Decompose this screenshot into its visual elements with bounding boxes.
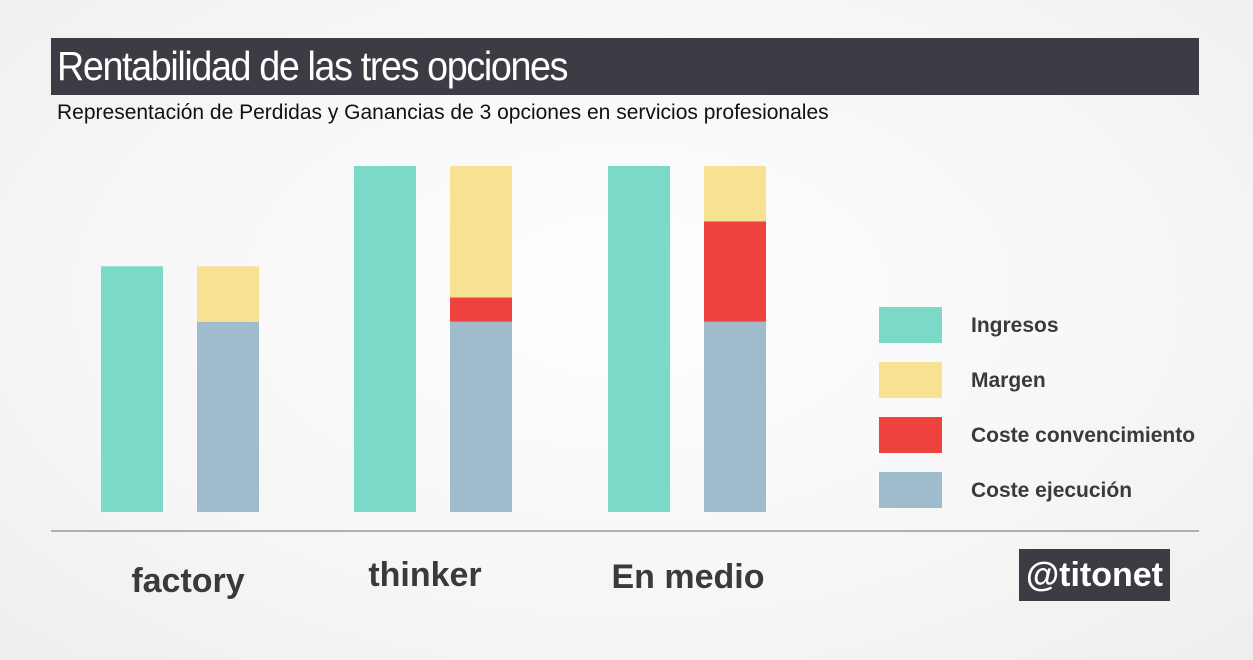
legend-swatch-coste-ejecucion — [879, 472, 942, 508]
bar-margen-en-medio — [704, 166, 766, 222]
bar-margen-factory — [197, 266, 259, 322]
bar-coste-ejecucion-factory — [197, 321, 259, 512]
legend-swatch-ingresos — [879, 307, 942, 343]
category-label-factory: factory — [131, 562, 244, 600]
bar-ingresos-en-medio — [608, 166, 670, 512]
title-bar: Rentabilidad de las tres opciones — [51, 38, 1199, 95]
bar-coste-ejecucion-en-medio — [704, 321, 766, 512]
legend-label-margen: Margen — [971, 369, 1046, 392]
bar-margen-thinker — [450, 166, 512, 298]
category-label-en-medio: En medio — [611, 558, 764, 596]
legend-swatch-margen — [879, 362, 942, 398]
legend-swatch-coste-convencimiento — [879, 417, 942, 453]
legend-label-ingresos: Ingresos — [971, 314, 1059, 337]
legend-label-coste-convencimiento: Coste convencimiento — [971, 424, 1195, 447]
bar-coste-ejecucion-thinker — [450, 321, 512, 512]
bar-ingresos-factory — [101, 266, 163, 512]
bar-coste-convencimiento-thinker — [450, 297, 512, 322]
bar-coste-convencimiento-en-medio — [704, 221, 766, 322]
bar-ingresos-thinker — [354, 166, 416, 512]
chart-title: Rentabilidad de las tres opciones — [57, 43, 569, 89]
chart-subtitle: Representación de Perdidas y Ganancias d… — [57, 101, 829, 124]
author-handle: @titonet — [1025, 556, 1163, 594]
author-handle-badge: @titonet — [1019, 549, 1170, 601]
legend-label-coste-ejecucion: Coste ejecución — [971, 479, 1132, 502]
category-label-thinker: thinker — [368, 556, 481, 594]
